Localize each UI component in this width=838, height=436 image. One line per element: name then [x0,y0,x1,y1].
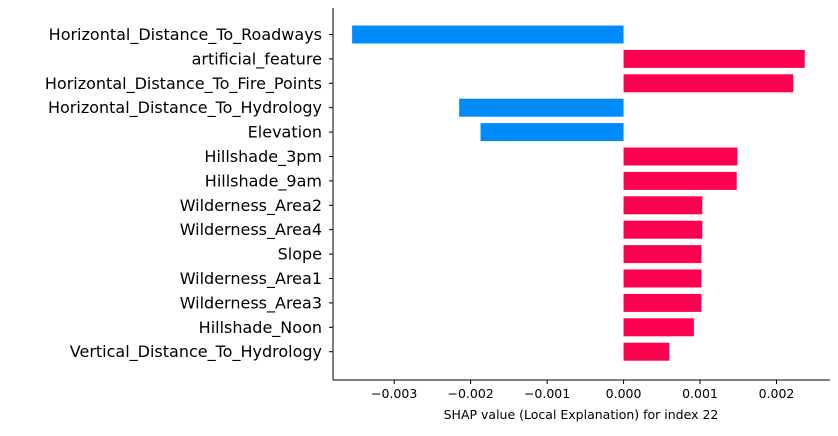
y-tick-label: Hillshade_3pm [204,147,322,167]
y-tick-label: Horizontal_Distance_To_Roadways [49,25,322,45]
bar-hillshade-noon [623,318,694,337]
y-tick-label: Wilderness_Area3 [180,293,322,313]
y-tick-label: Hillshade_Noon [199,318,322,338]
bar-horizontal-distance-to-hydrology [459,98,624,117]
bars-layer [352,25,805,361]
x-tick-label: −0.002 [447,386,493,401]
bar-wilderness-area2 [623,196,703,215]
bar-hillshade-9am [623,171,737,190]
y-tick-label: Wilderness_Area4 [180,220,322,240]
bar-hillshade-3pm [623,147,738,166]
y-tick-label: Horizontal_Distance_To_Fire_Points [45,74,322,94]
y-tick-label: Slope [278,245,322,264]
bar-wilderness-area3 [623,293,702,312]
y-tick-label: Horizontal_Distance_To_Hydrology [48,98,322,118]
y-tick-label: Hillshade_9am [205,171,322,191]
bar-horizontal-distance-to-roadways [352,25,624,44]
y-tick-label: Wilderness_Area2 [180,196,322,216]
x-tick-label: 0.000 [606,386,642,401]
bar-horizontal-distance-to-fire-points [623,74,794,93]
axes-layer [332,8,830,381]
y-tick-layer: Horizontal_Distance_To_Roadways artificia… [45,25,333,362]
x-tick-layer: −0.003 −0.002 −0.001 0.000 0.001 0.002 [371,380,794,401]
bar-wilderness-area4 [623,220,703,239]
bar-elevation [480,123,624,142]
y-tick-label: Wilderness_Area1 [180,269,322,289]
y-tick-label: Vertical_Distance_To_Hydrology [70,342,322,362]
x-tick-label: −0.001 [524,386,570,401]
y-tick-label: Elevation [248,123,322,142]
x-tick-label: 0.002 [759,386,795,401]
y-tick-label: artificial_feature [192,49,322,69]
bar-slope [623,245,702,264]
x-axis-label: SHAP value (Local Explanation) for index… [444,407,719,422]
x-tick-label: −0.003 [371,386,417,401]
bar-vertical-distance-to-hydrology [623,342,670,361]
bar-wilderness-area1 [623,269,702,288]
x-tick-label: 0.001 [682,386,718,401]
bar-artificial-feature [623,49,805,68]
